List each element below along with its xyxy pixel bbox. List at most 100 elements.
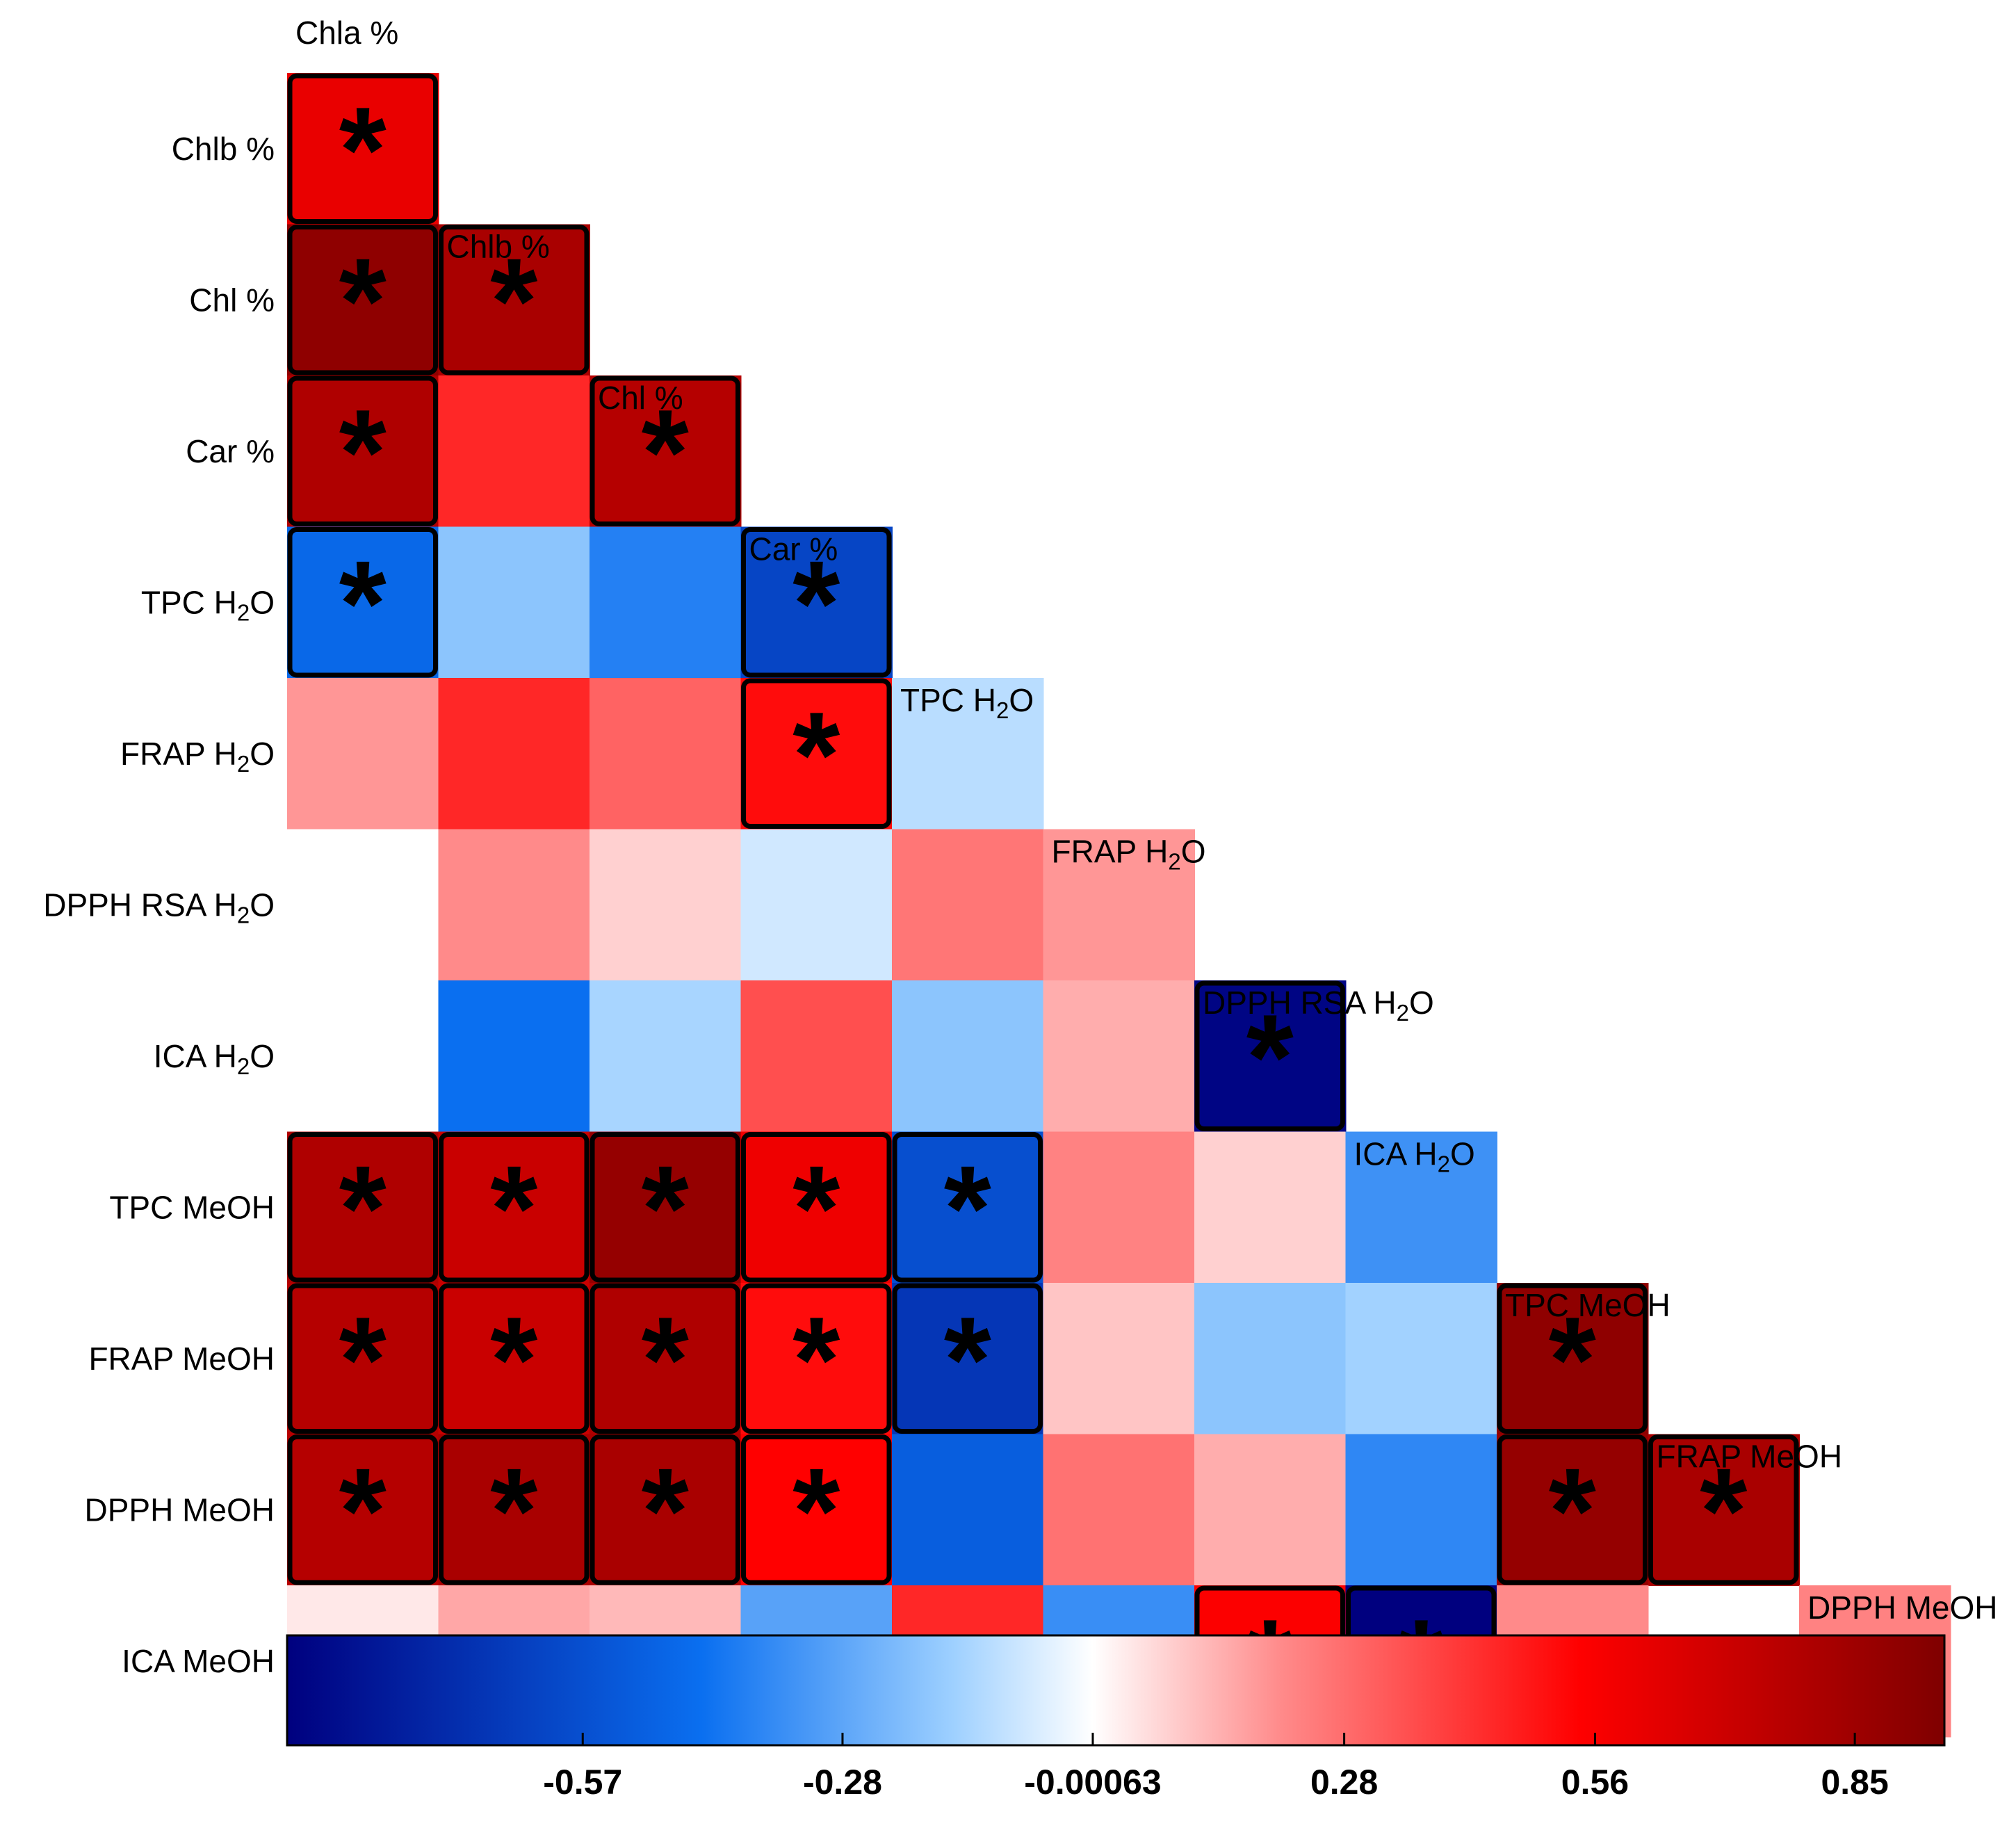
heatmap-cell-1-0 bbox=[287, 73, 439, 225]
significance-outline-4-3 bbox=[741, 527, 892, 678]
heatmap-cell-9-2 bbox=[590, 1283, 742, 1435]
significance-outline-8-0 bbox=[287, 1132, 438, 1283]
significance-marker: * bbox=[792, 536, 840, 672]
heatmap-cell-5-3 bbox=[740, 678, 893, 830]
significance-outline-8-2 bbox=[590, 1132, 740, 1283]
significance-outline-5-3 bbox=[741, 678, 892, 829]
heatmap-cell-6-0 bbox=[287, 829, 439, 981]
column-label: Chl % bbox=[598, 380, 683, 416]
heatmap-cell-8-3 bbox=[740, 1131, 893, 1284]
heatmap-cell-8-0 bbox=[287, 1131, 439, 1284]
significance-outline-2-0 bbox=[287, 225, 438, 375]
heatmap-cell-10-9 bbox=[1648, 1434, 1800, 1586]
significance-marker: * bbox=[944, 1293, 991, 1428]
row-label: Chlb % bbox=[172, 131, 275, 167]
heatmap-cell-7-6 bbox=[1194, 980, 1347, 1133]
heatmap-cell-6-3 bbox=[740, 829, 893, 981]
row-label: Chl % bbox=[189, 282, 275, 318]
significance-outline-2-1 bbox=[439, 225, 590, 375]
heatmap-cell-7-5 bbox=[1043, 980, 1195, 1133]
significance-outline-3-2 bbox=[590, 375, 740, 526]
heatmap-cell-6-1 bbox=[438, 829, 590, 981]
row-label: DPPH RSA H2O bbox=[43, 887, 275, 928]
significance-outline-9-0 bbox=[287, 1283, 438, 1434]
significance-marker: * bbox=[642, 1293, 689, 1428]
heatmap-cell-8-6 bbox=[1194, 1131, 1347, 1284]
heatmap-cell-8-1 bbox=[438, 1131, 590, 1284]
significance-markers: **************************** bbox=[339, 83, 1748, 1731]
heatmap-cell-8-7 bbox=[1345, 1131, 1497, 1284]
heatmap-cell-2-1 bbox=[438, 224, 590, 376]
significance-outline-9-2 bbox=[590, 1283, 740, 1434]
significance-marker: * bbox=[490, 1293, 537, 1428]
significance-outline-7-6 bbox=[1194, 980, 1345, 1131]
row-label: FRAP H2O bbox=[120, 736, 275, 777]
significance-marker: * bbox=[339, 536, 387, 672]
heatmap-cell-10-8 bbox=[1497, 1434, 1649, 1586]
heatmap-cell-10-4 bbox=[892, 1434, 1044, 1586]
significance-marker: * bbox=[490, 234, 537, 369]
colorbar-tick-label: 0.85 bbox=[1821, 1763, 1888, 1802]
heatmap-cell-10-7 bbox=[1345, 1434, 1497, 1586]
row-label: TPC MeOH bbox=[109, 1189, 275, 1225]
significance-outline-10-2 bbox=[590, 1434, 740, 1585]
heatmap-cell-9-1 bbox=[438, 1283, 590, 1435]
heatmap-cell-10-3 bbox=[740, 1434, 893, 1586]
row-label: Car % bbox=[186, 433, 275, 469]
column-label: TPC MeOH bbox=[1505, 1287, 1670, 1323]
significance-marker: * bbox=[1549, 1443, 1596, 1579]
significance-marker: * bbox=[339, 385, 387, 521]
heatmap-cell-5-0 bbox=[287, 678, 439, 830]
significance-marker: * bbox=[792, 1443, 840, 1579]
significance-marker: * bbox=[1246, 990, 1294, 1126]
significance-outlines bbox=[287, 73, 1799, 1736]
heatmap-cell-9-6 bbox=[1194, 1283, 1347, 1435]
significance-marker: * bbox=[642, 385, 689, 521]
significance-marker: * bbox=[339, 1293, 387, 1428]
column-label: FRAP H2O bbox=[1052, 834, 1206, 875]
column-label: DPPH MeOH bbox=[1807, 1590, 1997, 1626]
significance-marker: * bbox=[1549, 1293, 1596, 1428]
heatmap-cell-4-1 bbox=[438, 526, 590, 679]
heatmap-cell-5-2 bbox=[590, 678, 742, 830]
heatmap-cell-9-5 bbox=[1043, 1283, 1195, 1435]
column-label: TPC H2O bbox=[900, 682, 1034, 723]
heatmap-cell-5-4 bbox=[892, 678, 1044, 830]
colorbar-tick-label: -0.57 bbox=[543, 1763, 622, 1802]
heatmap-cell-10-1 bbox=[438, 1434, 590, 1586]
heatmap-cell-4-0 bbox=[287, 526, 439, 679]
significance-marker: * bbox=[642, 1443, 689, 1579]
significance-marker: * bbox=[792, 1141, 840, 1277]
significance-outline-4-0 bbox=[287, 527, 438, 678]
significance-marker: * bbox=[339, 234, 387, 369]
colorbar-tick-label: -0.28 bbox=[803, 1763, 882, 1802]
heatmap-cell-9-4 bbox=[892, 1283, 1044, 1435]
significance-outline-8-3 bbox=[741, 1132, 892, 1283]
heatmap-cell-10-5 bbox=[1043, 1434, 1195, 1586]
significance-marker: * bbox=[490, 1141, 537, 1277]
significance-marker: * bbox=[490, 1443, 537, 1579]
significance-outline-9-1 bbox=[439, 1283, 590, 1434]
row-label: TPC H2O bbox=[141, 584, 275, 625]
significance-outline-10-8 bbox=[1497, 1434, 1648, 1585]
heatmap-cell-10-0 bbox=[287, 1434, 439, 1586]
heatmap-cell-9-7 bbox=[1345, 1283, 1497, 1435]
heatmap-cell-7-3 bbox=[740, 980, 893, 1133]
heatmap-cell-3-1 bbox=[438, 375, 590, 528]
heatmap-cell-6-5 bbox=[1043, 829, 1195, 981]
significance-marker: * bbox=[944, 1141, 991, 1277]
column-label: ICA H2O bbox=[1354, 1136, 1475, 1177]
significance-outline-9-8 bbox=[1497, 1283, 1648, 1434]
significance-marker: * bbox=[339, 83, 387, 218]
heatmap-cell-8-4 bbox=[892, 1131, 1044, 1284]
colorbar-gradient bbox=[286, 1634, 1946, 1747]
significance-outline-10-9 bbox=[1648, 1434, 1799, 1585]
significance-marker: * bbox=[792, 688, 840, 823]
row-labels: Chlb % Chl % Car % TPC H2O FRAP H2O DPPH RSA … bbox=[43, 131, 275, 1679]
column-label: Chlb % bbox=[447, 229, 550, 265]
heatmap-cell-4-3 bbox=[740, 526, 893, 679]
row-label: FRAP MeOH bbox=[88, 1341, 275, 1377]
significance-outline-10-1 bbox=[439, 1434, 590, 1585]
